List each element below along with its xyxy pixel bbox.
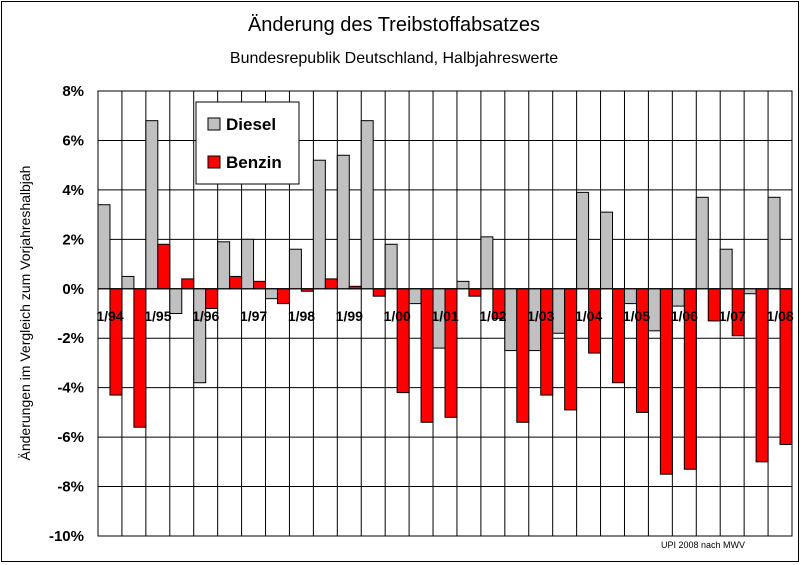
bar-diesel xyxy=(671,288,685,307)
x-tick-label: 1/05 xyxy=(623,308,650,324)
x-tick-label: 1/98 xyxy=(288,308,315,324)
bar-benzin xyxy=(276,288,290,305)
legend-swatch-diesel xyxy=(207,117,221,131)
y-axis-label: Änderungen im Vergleich zum Vorjahreshal… xyxy=(17,166,33,461)
bar-diesel xyxy=(121,275,135,290)
bar-diesel xyxy=(336,154,350,290)
x-tick-label: 1/97 xyxy=(240,308,267,324)
x-tick-label: 1/04 xyxy=(575,308,602,324)
source-note: UPI 2008 nach MWV xyxy=(661,540,745,550)
bar-benzin xyxy=(612,288,625,384)
x-tick-label: 1/08 xyxy=(766,308,793,324)
bar-benzin xyxy=(205,288,219,310)
legend-box xyxy=(195,101,300,185)
y-tick-label: 0% xyxy=(62,281,84,298)
x-axis-ticks: 1/94 1/95 1/96 1/97 1/98 1/99 1/00 1/01 1/02 1/03… xyxy=(96,308,794,324)
legend-label-benzin: Benzin xyxy=(226,153,282,172)
bar-diesel xyxy=(576,191,590,290)
bar-benzin xyxy=(540,288,554,396)
x-tick-label: 1/95 xyxy=(144,308,171,324)
x-tick-label: 1/02 xyxy=(479,308,506,324)
y-tick-label: -8% xyxy=(57,479,84,496)
y-tick-label: 4% xyxy=(62,182,84,199)
y-axis-ticks: 8% 6% 4% 2% 0% -2% -4% -6% -8% -10% xyxy=(49,83,84,545)
x-tick-label: 1/03 xyxy=(527,308,554,324)
x-tick-label: 1/06 xyxy=(671,308,698,324)
bar-benzin xyxy=(468,288,482,297)
y-tick-label: -2% xyxy=(57,330,84,347)
x-tick-label: 1/96 xyxy=(192,308,219,324)
y-tick-label: -4% xyxy=(57,380,84,397)
bar-diesel xyxy=(504,288,518,352)
bar-diesel xyxy=(408,288,422,305)
bar-diesel xyxy=(743,288,757,295)
bar-diesel xyxy=(623,288,637,305)
bar-diesel xyxy=(312,159,326,290)
bar-benzin xyxy=(324,278,338,290)
bar-diesel xyxy=(552,288,566,334)
legend: Diesel Benzin xyxy=(195,101,300,185)
legend-swatch-benzin xyxy=(207,155,221,169)
bar-diesel xyxy=(97,204,111,290)
bar-diesel xyxy=(600,211,614,290)
bar-diesel xyxy=(241,238,255,290)
y-tick-label: 2% xyxy=(62,231,84,248)
bar-diesel xyxy=(265,288,278,300)
bar-diesel xyxy=(145,120,159,290)
bar-benzin xyxy=(253,280,267,290)
bar-diesel xyxy=(695,196,709,290)
bar-benzin xyxy=(181,278,195,290)
bar-benzin xyxy=(229,275,243,290)
bar-benzin xyxy=(396,288,410,394)
legend-label-diesel: Diesel xyxy=(226,115,276,134)
bar-diesel xyxy=(288,248,302,290)
bars-group xyxy=(97,120,793,475)
x-tick-label: 1/07 xyxy=(719,308,746,324)
x-tick-label: 1/99 xyxy=(336,308,363,324)
x-tick-label: 1/00 xyxy=(384,308,411,324)
bar-diesel xyxy=(193,288,207,384)
bar-diesel xyxy=(456,280,470,290)
bar-diesel xyxy=(767,196,781,290)
bar-diesel xyxy=(647,288,661,332)
y-tick-label: 8% xyxy=(62,83,84,100)
bar-diesel xyxy=(384,243,398,290)
bar-diesel xyxy=(480,236,494,290)
x-tick-label: 1/01 xyxy=(431,308,458,324)
bar-diesel xyxy=(169,288,183,314)
bar-benzin xyxy=(157,243,171,290)
y-tick-label: -6% xyxy=(57,429,84,446)
y-tick-label: 6% xyxy=(62,132,84,149)
x-tick-label: 1/94 xyxy=(96,308,123,324)
chart-title: Änderung des Treibstoffabsatzes xyxy=(248,14,540,36)
bar-benzin xyxy=(109,288,123,396)
bar-benzin xyxy=(372,288,386,297)
bar-diesel xyxy=(217,241,231,290)
bar-diesel xyxy=(360,120,374,290)
chart-subtitle: Bundesrepublik Deutschland, Halbjahreswe… xyxy=(230,50,558,67)
bar-diesel xyxy=(719,248,733,290)
y-tick-label: -10% xyxy=(49,528,84,545)
